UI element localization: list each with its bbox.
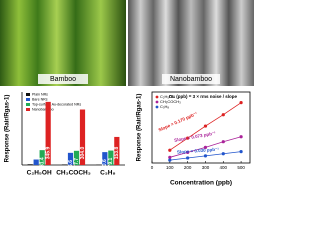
y-axis-label: Response (Rair/Rgas-1): [5, 95, 11, 163]
legend-swatch: [26, 108, 30, 111]
marker: [203, 124, 208, 128]
value-label: 81.4: [39, 157, 45, 167]
bar: [27, 164, 33, 165]
photo-label: Bamboo: [50, 76, 76, 83]
annotation: DL (ppb) = 3 × rms noise / slope: [169, 94, 237, 99]
annotation: Slope = 0.030 ppb⁻¹: [177, 147, 220, 155]
legend-label: Bare NRs: [32, 98, 48, 102]
bar: [102, 152, 108, 165]
legend-label: C₃H₈: [160, 104, 169, 109]
x-tick-label: 100: [166, 165, 174, 170]
bar: [114, 136, 120, 165]
marker: [203, 145, 208, 149]
x-tick-label: CH₃COCH₃: [56, 170, 91, 177]
y-axis-label: Response (Rair/Rgas-1): [137, 94, 143, 162]
value-label: 66.6: [68, 160, 74, 170]
marker: [168, 148, 172, 152]
legend-label: Top-surface Au-decorated NRs: [32, 103, 81, 107]
bar: [79, 109, 86, 165]
bar: [33, 159, 39, 165]
x-tick-label: 400: [220, 165, 228, 170]
value-label: 70.6: [102, 159, 108, 169]
legend-label: Nanobamboo: [32, 108, 54, 112]
marker: [168, 158, 172, 162]
x-tick-label: 200: [184, 165, 192, 170]
marker: [203, 154, 208, 158]
label-box: [162, 74, 220, 84]
legend-marker: [155, 95, 159, 99]
x-tick-label: 300: [202, 165, 210, 170]
label-box: [38, 74, 88, 84]
x-tick-label: C₂H₅OH: [27, 170, 52, 177]
nanobamboo-photo: [128, 0, 254, 86]
legend-swatch: [26, 98, 30, 101]
value-label: 77.7: [74, 158, 80, 168]
x-tick-label: 0: [151, 165, 154, 170]
marker: [186, 156, 190, 160]
annotation: Slope = 0.073 ppb⁻¹: [174, 130, 217, 142]
bar: [108, 150, 114, 165]
photo-label: Nanobamboo: [170, 76, 212, 83]
marker: [221, 113, 225, 117]
legend-swatch: [26, 93, 30, 96]
marker: [168, 155, 172, 159]
value-label: 304.0: [80, 147, 86, 160]
bar: [45, 101, 51, 165]
legend-label: CH₃COCH₃: [160, 99, 181, 104]
legend-swatch: [26, 103, 30, 106]
marker: [239, 135, 243, 139]
marker: [186, 150, 190, 154]
bar: [61, 164, 68, 165]
value-label: 345.9: [45, 147, 51, 160]
x-tick-label: 500: [237, 165, 245, 170]
marker: [221, 140, 225, 144]
legend-marker: [155, 100, 159, 104]
bamboo-photo: [0, 0, 126, 86]
figure: Bamboo Nanobamboo Response (Rair/Rgas-1)…: [0, 0, 254, 187]
bar: [39, 150, 45, 165]
x-tick-label: C₃H₈: [100, 170, 115, 177]
marker: [239, 101, 243, 105]
bar: [67, 152, 74, 165]
plot-frame: [151, 91, 251, 164]
legend-marker: [155, 105, 159, 109]
legend-label: C₂H₅OH: [160, 94, 175, 99]
legend-label: Plain NRs: [32, 93, 48, 97]
marker: [186, 136, 190, 140]
x-axis-label: Concentration (ppb): [170, 180, 232, 187]
marker: [239, 150, 243, 154]
marker: [221, 152, 225, 156]
annotation: Slope = 0.170 ppb⁻¹: [158, 111, 199, 133]
bar: [73, 150, 80, 165]
value-label: 153.8: [114, 147, 120, 160]
value-label: 79.1: [108, 157, 114, 167]
